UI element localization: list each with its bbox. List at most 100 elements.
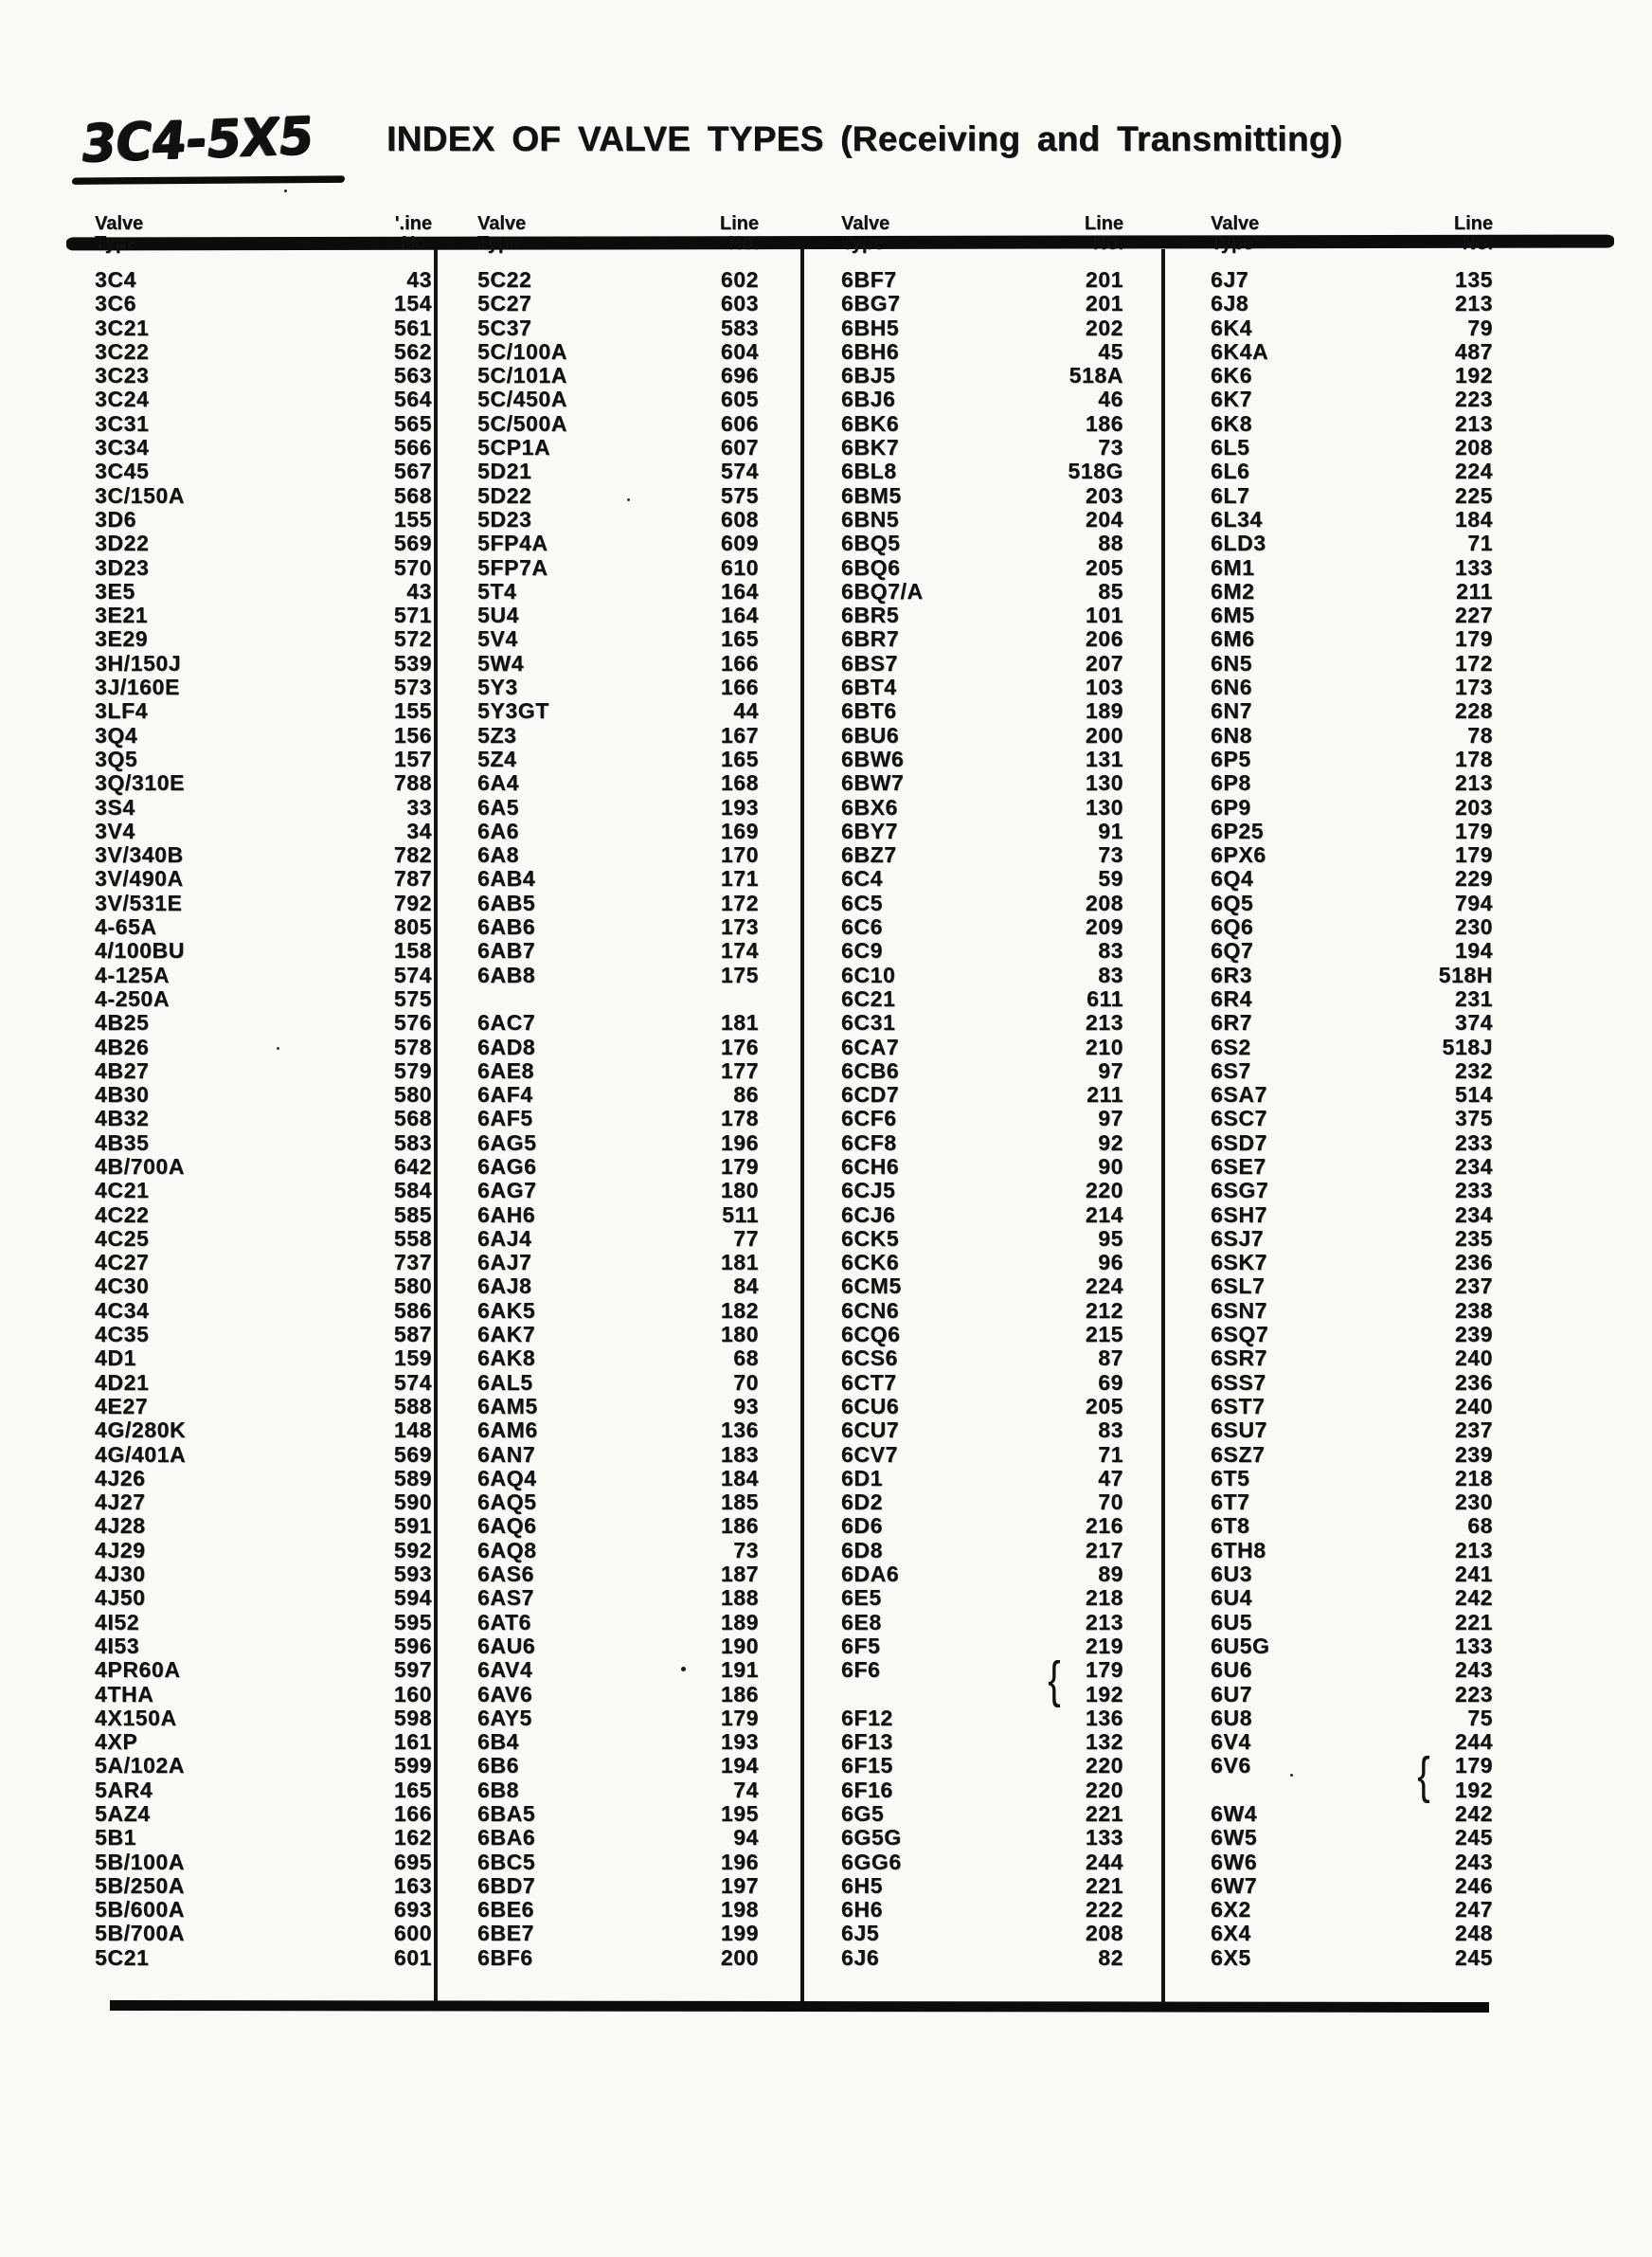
line-no-cell: 195 <box>720 1801 759 1826</box>
line-no-cell: 569 <box>393 1441 432 1467</box>
line-no-cell: 189 <box>720 1609 759 1634</box>
valve-type-cell: 6SN7 <box>1211 1297 1267 1323</box>
table-row: 6AF4 86 <box>477 1082 759 1107</box>
table-row: 6SU7 237 <box>1211 1417 1493 1442</box>
table-row: 5D23 608 <box>477 507 759 532</box>
table-row: 3C24 564 <box>95 388 432 412</box>
line-no-cell: 575 <box>720 482 759 508</box>
line-no-cell: 174 <box>720 938 759 964</box>
table-row: 4THA 160 <box>95 1682 432 1706</box>
valve-type-cell: 6F5 <box>841 1633 881 1658</box>
line-no-cell: 133 <box>1085 1825 1123 1851</box>
line-no-cell: 238 <box>1454 1297 1493 1323</box>
valve-type-cell: 6H6 <box>841 1897 883 1923</box>
table-row: 6U5 221 <box>1211 1610 1493 1634</box>
line-no-cell: 245 <box>1454 1944 1493 1970</box>
table-row: 6BT4 103 <box>841 675 1123 699</box>
valve-type-cell: 5B/600A <box>95 1897 185 1923</box>
valve-type-cell: 5B/250A <box>95 1872 185 1898</box>
valve-type-cell: 6AK8 <box>477 1345 536 1371</box>
table-row: 6BE7 199 <box>477 1922 759 1946</box>
table-row: 5CP1A 607 <box>477 435 759 460</box>
table-row: 5C/450A 605 <box>477 387 759 412</box>
valve-type-cell: 4B30 <box>95 1082 150 1108</box>
valve-type-cell: 6W7 <box>1211 1872 1258 1898</box>
table-row: 6T8 68 <box>1211 1513 1493 1539</box>
table-row: 6PX6 179 <box>1211 842 1493 867</box>
valve-type-cell: 6T8 <box>1211 1513 1250 1539</box>
table-row: 6AY5 179 <box>477 1706 759 1730</box>
table-row: 6SG7 233 <box>1211 1178 1493 1202</box>
table-row: 4B25 576 <box>95 1010 432 1035</box>
table-row: 6AQ4 184 <box>477 1466 759 1490</box>
valve-type-cell: 6F12 <box>841 1705 893 1730</box>
table-row: 6N8 78 <box>1211 723 1493 748</box>
table-row: 6GG6 244 <box>841 1850 1123 1874</box>
valve-type-cell: 6F16 <box>841 1777 893 1802</box>
line-no-cell: 203 <box>1454 794 1493 820</box>
line-no-cell: 165 <box>393 1777 432 1802</box>
line-no-cell: 212 <box>1085 1297 1123 1323</box>
table-row: 6AD8 176 <box>477 1035 759 1059</box>
table-row: 5C27 603 <box>477 291 759 316</box>
valve-type-cell: 4D21 <box>95 1369 150 1395</box>
table-row: 6AK8 68 <box>477 1345 759 1371</box>
table-row: 6AB5 172 <box>477 891 759 915</box>
valve-type-cell: 5C27 <box>477 291 532 316</box>
valve-type-cell: 5Y3GT <box>477 698 549 724</box>
table-row: 6CF8 92 <box>841 1130 1123 1155</box>
valve-type-cell: 6BU6 <box>841 722 900 748</box>
line-no-cell: 605 <box>720 387 759 412</box>
line-no-cell: 788 <box>393 770 432 796</box>
table-row: 6H6 222 <box>841 1897 1123 1923</box>
table-row: 6G5 221 <box>841 1801 1123 1826</box>
line-no-cell: 693 <box>393 1897 432 1923</box>
valve-type-cell: 6CT7 <box>841 1369 897 1395</box>
table-row: 6K8 213 <box>1211 411 1493 436</box>
valve-type-cell: 6K4 <box>1211 315 1252 340</box>
column-rows: 6J7 135 6J8 213 6K4 79 6K4A 487 6K6 192 6K7 223 6K8 2… <box>1211 267 1493 1970</box>
line-no-cell: 131 <box>1085 746 1123 771</box>
table-row: 6T7 230 <box>1211 1490 1493 1514</box>
valve-type-cell: 6AG6 <box>477 1153 537 1179</box>
line-no-cell: 201 <box>1085 267 1123 292</box>
table-row: 6T5 218 <box>1211 1466 1493 1490</box>
line-no-cell: 792 <box>393 890 432 915</box>
table-row: 6BF7 201 <box>841 267 1123 292</box>
table-row: 6H5 221 <box>841 1873 1123 1898</box>
line-no-cell: 34 <box>406 818 432 843</box>
valve-type-cell: 5D21 <box>477 459 532 484</box>
table-row: 6CU6 205 <box>841 1394 1123 1418</box>
table-row: 5C/101A 696 <box>477 363 759 388</box>
valve-type-cell: 6BQ7/A <box>841 578 924 604</box>
table-row: 6P8 213 <box>1211 770 1493 795</box>
line-no-cell: 220 <box>1085 1178 1123 1203</box>
line-no-cell: 223 <box>1454 387 1493 412</box>
line-no-cell: 787 <box>393 866 432 892</box>
valve-type-cell: 6D8 <box>841 1537 883 1562</box>
valve-type-cell: 3Q5 <box>95 746 138 771</box>
table-row: 6SC7 375 <box>1211 1107 1493 1131</box>
valve-type-cell: 6BM5 <box>841 482 902 508</box>
valve-type-cell: 4J26 <box>95 1465 146 1490</box>
line-no-cell: 77 <box>733 1225 759 1251</box>
table-row: 6BN5 204 <box>841 507 1123 532</box>
line-no-cell: 87 <box>1098 1345 1123 1371</box>
table-row: 6AM5 93 <box>477 1394 759 1418</box>
valve-type-cell: 6E5 <box>841 1585 882 1611</box>
table-row: 3C21 561 <box>95 316 432 340</box>
line-no-cell: 215 <box>1085 1322 1123 1347</box>
valve-type-cell: 6C9 <box>841 938 883 964</box>
valve-type-cell: 6U5G <box>1211 1633 1270 1658</box>
table-row: 6AV6 186 <box>477 1682 759 1706</box>
table-row: 4J27 590 <box>95 1490 432 1514</box>
table-row: 5D21 574 <box>477 459 759 484</box>
line-no-cell: 599 <box>393 1753 432 1779</box>
table-row: 6CN6 212 <box>841 1297 1123 1323</box>
valve-type-cell: 6SR7 <box>1211 1345 1267 1371</box>
table-row: 4C21 584 <box>95 1178 432 1202</box>
table-row: 6BG7 201 <box>841 291 1123 316</box>
line-no-cell: 180 <box>720 1322 759 1347</box>
table-row: 6U3 241 <box>1211 1562 1493 1586</box>
column-header: Valve Type Line No. <box>841 214 1123 254</box>
